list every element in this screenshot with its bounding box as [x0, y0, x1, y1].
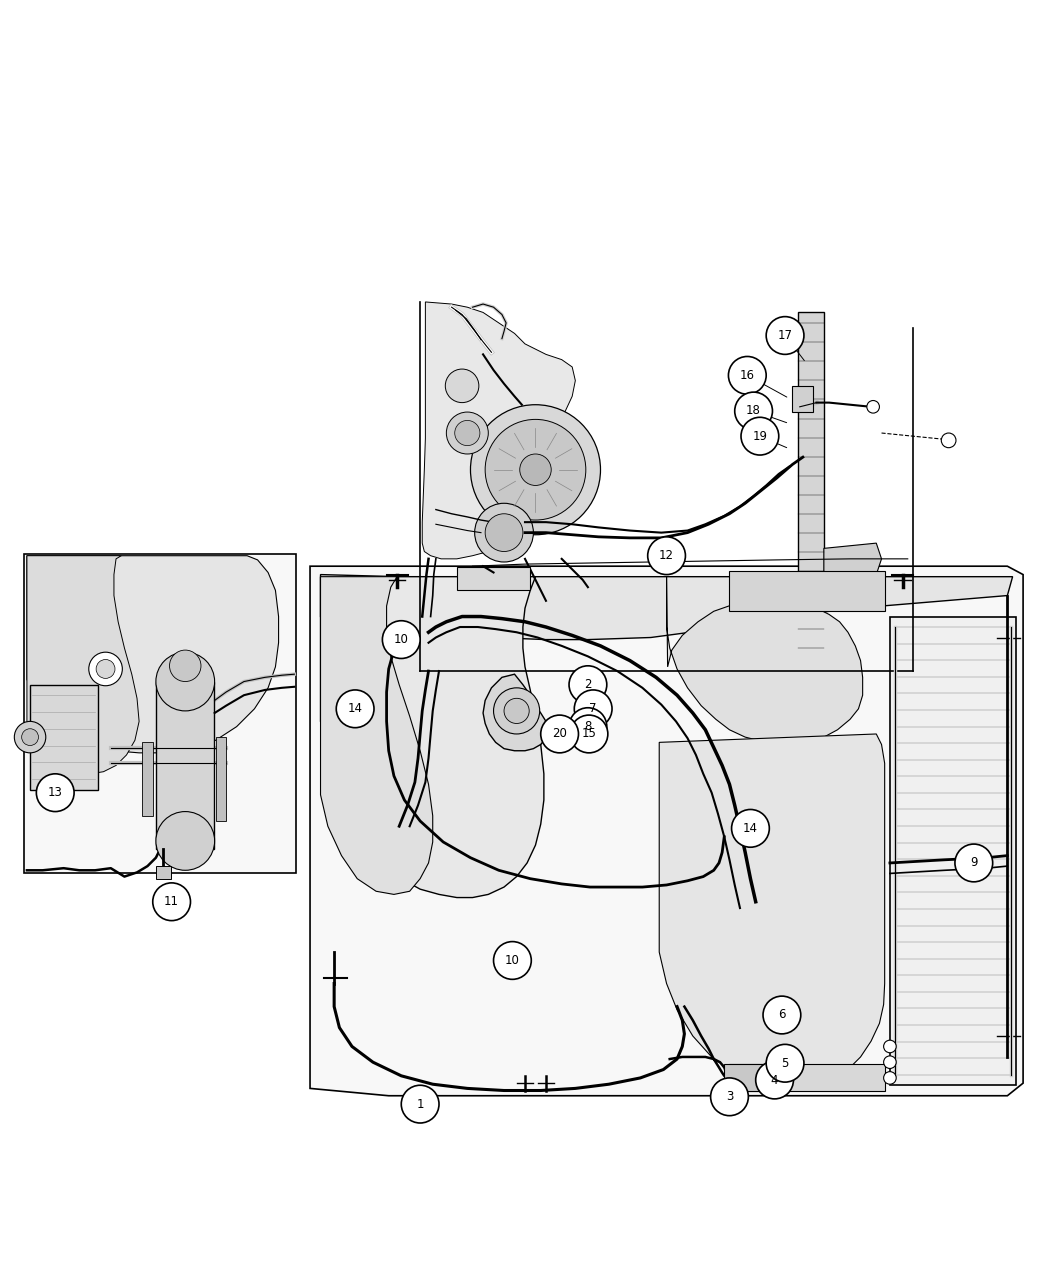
- Circle shape: [569, 666, 607, 704]
- Circle shape: [494, 687, 540, 734]
- Text: 19: 19: [753, 430, 768, 442]
- Polygon shape: [798, 312, 824, 671]
- Circle shape: [541, 715, 579, 752]
- Bar: [24, 553, 296, 873]
- Circle shape: [884, 1071, 897, 1084]
- Bar: [730, 1065, 885, 1090]
- Circle shape: [485, 419, 586, 520]
- Text: 5: 5: [781, 1057, 789, 1070]
- Text: 10: 10: [394, 634, 408, 646]
- Circle shape: [884, 1040, 897, 1053]
- Text: 14: 14: [743, 822, 758, 835]
- Text: 7: 7: [589, 703, 596, 715]
- Circle shape: [756, 1061, 794, 1099]
- Text: 9: 9: [970, 857, 978, 870]
- Polygon shape: [320, 576, 1012, 640]
- Circle shape: [445, 368, 479, 403]
- Text: 6: 6: [778, 1009, 785, 1021]
- Circle shape: [470, 404, 601, 534]
- Circle shape: [152, 882, 190, 921]
- Polygon shape: [824, 543, 882, 585]
- Text: 8: 8: [584, 720, 591, 733]
- Circle shape: [954, 844, 992, 882]
- Text: 15: 15: [582, 728, 596, 741]
- Polygon shape: [659, 734, 885, 1085]
- Circle shape: [37, 774, 75, 812]
- Circle shape: [89, 653, 123, 686]
- Circle shape: [735, 393, 773, 430]
- Circle shape: [766, 1044, 804, 1082]
- Text: 20: 20: [552, 728, 567, 741]
- Circle shape: [574, 690, 612, 728]
- Circle shape: [941, 434, 956, 448]
- Bar: [215, 737, 226, 821]
- Circle shape: [22, 729, 39, 746]
- Circle shape: [475, 504, 533, 562]
- Text: 4: 4: [771, 1074, 778, 1086]
- Bar: [155, 682, 213, 849]
- Bar: [724, 1065, 772, 1090]
- Circle shape: [732, 810, 770, 847]
- Circle shape: [155, 812, 214, 871]
- Text: 11: 11: [164, 895, 180, 908]
- Bar: [890, 617, 1015, 1085]
- Circle shape: [97, 659, 116, 678]
- Circle shape: [494, 942, 531, 979]
- Text: 17: 17: [778, 329, 793, 342]
- Text: 2: 2: [584, 678, 591, 691]
- Circle shape: [504, 699, 529, 723]
- Text: 10: 10: [505, 954, 520, 966]
- Bar: [457, 567, 530, 590]
- Circle shape: [520, 454, 551, 486]
- Polygon shape: [422, 302, 575, 558]
- Circle shape: [15, 722, 46, 752]
- Circle shape: [766, 316, 804, 354]
- Circle shape: [569, 708, 607, 746]
- Polygon shape: [320, 575, 544, 898]
- Bar: [155, 866, 170, 878]
- Bar: [30, 685, 99, 789]
- Circle shape: [169, 650, 201, 682]
- Text: 14: 14: [348, 703, 362, 715]
- Text: 1: 1: [417, 1098, 424, 1111]
- Circle shape: [446, 412, 488, 454]
- Circle shape: [867, 400, 880, 413]
- Text: 12: 12: [659, 550, 674, 562]
- Circle shape: [155, 653, 214, 711]
- Bar: [793, 386, 814, 412]
- Circle shape: [763, 996, 801, 1034]
- Circle shape: [648, 537, 686, 575]
- Circle shape: [741, 417, 779, 455]
- Circle shape: [455, 421, 480, 445]
- Bar: [730, 571, 885, 611]
- Text: 16: 16: [740, 368, 755, 381]
- Bar: [142, 742, 152, 816]
- Circle shape: [711, 1077, 749, 1116]
- Text: 18: 18: [747, 404, 761, 417]
- Circle shape: [336, 690, 374, 728]
- Circle shape: [729, 357, 766, 394]
- Polygon shape: [27, 556, 278, 752]
- Polygon shape: [483, 674, 548, 751]
- Polygon shape: [310, 566, 1023, 1095]
- Polygon shape: [320, 576, 433, 894]
- Circle shape: [884, 1056, 897, 1068]
- Circle shape: [570, 715, 608, 752]
- Text: 3: 3: [726, 1090, 733, 1103]
- Circle shape: [401, 1085, 439, 1123]
- Text: 13: 13: [48, 787, 63, 799]
- Circle shape: [485, 514, 523, 552]
- Polygon shape: [667, 576, 863, 745]
- Polygon shape: [27, 556, 139, 774]
- Circle shape: [382, 621, 420, 658]
